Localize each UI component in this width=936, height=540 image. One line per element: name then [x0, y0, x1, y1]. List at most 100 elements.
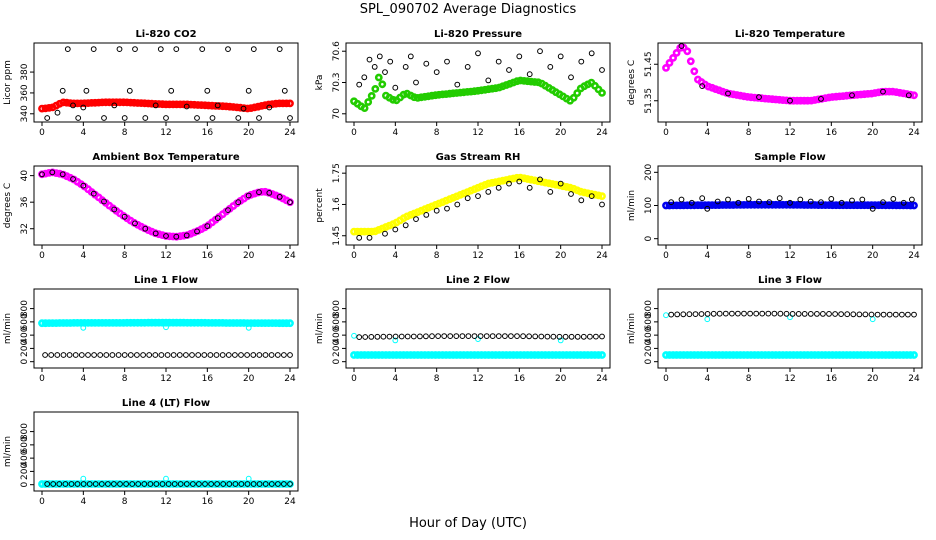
data-point	[878, 351, 886, 359]
data-point	[562, 333, 569, 340]
data-point	[753, 310, 760, 317]
data-series	[42, 352, 293, 358]
data-point	[562, 182, 571, 191]
data-point	[151, 318, 160, 327]
data-point	[857, 351, 865, 359]
data-point	[179, 480, 188, 488]
y-tick-label: 200	[644, 163, 654, 180]
data-point	[557, 53, 564, 60]
data-point	[513, 77, 521, 86]
data-point	[165, 232, 174, 241]
x-tick-label: 20	[243, 374, 255, 384]
data-point	[163, 233, 169, 239]
data-point	[282, 99, 291, 108]
data-point	[121, 213, 128, 220]
data-point	[842, 201, 851, 210]
data-point	[849, 351, 858, 359]
data-point	[506, 67, 512, 73]
x-tick-label: 16	[514, 128, 526, 138]
y-axis-label: degrees C	[3, 183, 13, 228]
data-point	[42, 352, 48, 358]
data-point	[686, 311, 693, 318]
data-point	[429, 333, 435, 340]
data-point	[275, 319, 284, 328]
data-point	[676, 351, 685, 359]
y-tick-label: 800	[20, 300, 30, 317]
panel-5: Gas Stream RH percent 0 4 8 12 16 20 24 1.45 1.6 1.…	[315, 152, 611, 261]
data-point	[403, 351, 411, 359]
data-point	[266, 190, 273, 196]
y-axis-label: percent	[315, 188, 325, 223]
data-point	[449, 351, 458, 359]
data-point	[271, 99, 280, 108]
data-point	[164, 352, 171, 358]
data-point	[844, 311, 851, 318]
data-point	[435, 90, 443, 99]
data-point	[214, 102, 221, 109]
x-tick-label: 20	[243, 497, 255, 507]
data-point	[545, 179, 553, 188]
x-tick-label: 0	[39, 251, 45, 261]
data-point	[729, 351, 738, 359]
data-point	[407, 53, 414, 60]
data-point	[78, 352, 85, 358]
data-point	[209, 115, 216, 121]
x-tick-label: 0	[663, 374, 669, 384]
data-point	[396, 351, 404, 359]
data-point	[745, 196, 752, 202]
data-point	[662, 64, 670, 72]
data-point	[803, 96, 812, 105]
y-tick-label: 70	[332, 108, 342, 120]
data-point	[580, 188, 589, 197]
data-point	[50, 481, 57, 487]
data-point	[137, 480, 146, 488]
x-tick-label: 24	[284, 128, 296, 138]
data-point	[545, 351, 553, 359]
data-point	[59, 87, 66, 94]
data-point	[869, 316, 876, 323]
y-tick-label: 380	[20, 63, 30, 80]
data-point	[818, 96, 824, 102]
data-point	[169, 318, 177, 327]
data-point	[374, 73, 383, 82]
data-point	[45, 104, 53, 112]
data-point	[740, 200, 748, 209]
data-point	[491, 178, 500, 186]
data-point	[98, 318, 107, 327]
data-point	[853, 351, 862, 359]
data-point	[735, 310, 741, 317]
data-point	[236, 103, 245, 112]
data-point	[367, 351, 376, 359]
data-point	[488, 351, 497, 359]
data-point	[392, 351, 401, 359]
data-point	[364, 351, 373, 359]
data-point	[287, 481, 293, 487]
data-point	[378, 351, 387, 359]
x-tick-label: 4	[392, 128, 398, 138]
data-point	[544, 333, 551, 340]
y-axis-label: ml/min	[3, 313, 13, 344]
data-point	[757, 94, 766, 103]
data-point	[598, 192, 606, 200]
data-point	[427, 351, 436, 359]
data-point	[262, 352, 269, 358]
data-point	[84, 99, 92, 107]
data-point	[77, 318, 85, 327]
data-point	[146, 352, 153, 358]
y-tick-label: 51.45	[644, 51, 654, 77]
data-point	[489, 333, 496, 340]
y-tick-label: 70.3	[332, 72, 342, 92]
data-point	[142, 115, 149, 121]
x-tick-label: 0	[39, 497, 45, 507]
x-tick-label: 8	[122, 251, 128, 261]
data-point	[663, 312, 669, 319]
data-point	[140, 318, 149, 327]
data-point	[557, 180, 564, 187]
data-point	[759, 310, 766, 317]
data-point	[115, 352, 122, 358]
x-tick-label: 24	[596, 128, 608, 138]
data-point	[413, 216, 419, 223]
data-point	[123, 481, 129, 487]
data-series	[350, 173, 606, 236]
data-point	[864, 90, 872, 98]
